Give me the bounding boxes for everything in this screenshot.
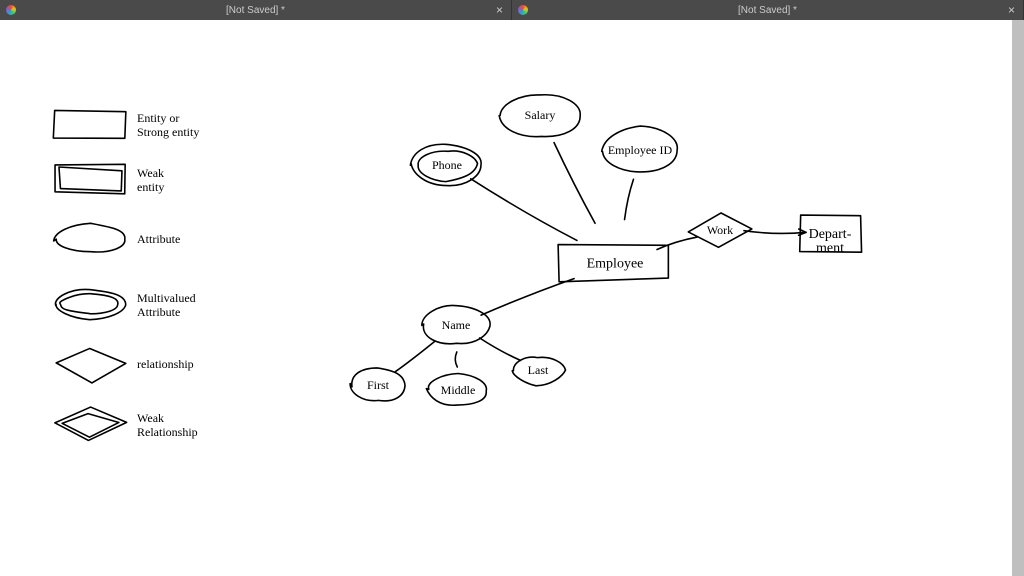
svg-text:Weak: Weak xyxy=(137,411,164,425)
svg-text:Attribute: Attribute xyxy=(137,305,180,319)
svg-text:Weak: Weak xyxy=(137,166,164,180)
app-icon xyxy=(6,5,16,15)
drawing-canvas-panel[interactable]: Entity orStrong entityWeakentityAttribut… xyxy=(0,20,1012,576)
svg-text:Work: Work xyxy=(707,223,733,237)
drawing-canvas[interactable]: Entity orStrong entityWeakentityAttribut… xyxy=(0,20,1012,576)
svg-text:Name: Name xyxy=(442,318,471,332)
tab-bar: [Not Saved] * × [Not Saved] * × xyxy=(0,0,1024,20)
svg-text:Entity or: Entity or xyxy=(137,111,179,125)
tab-title: [Not Saved] * xyxy=(226,5,285,16)
app-icon xyxy=(518,5,528,15)
secondary-panel xyxy=(1012,20,1024,576)
svg-text:ment: ment xyxy=(816,241,844,256)
svg-text:Employee: Employee xyxy=(587,257,644,272)
svg-text:Phone: Phone xyxy=(432,158,462,172)
close-icon[interactable]: × xyxy=(496,3,503,17)
svg-text:entity: entity xyxy=(137,180,164,194)
svg-text:First: First xyxy=(367,378,390,392)
svg-text:Salary: Salary xyxy=(525,108,556,122)
svg-text:Employee ID: Employee ID xyxy=(608,143,673,157)
close-icon[interactable]: × xyxy=(1008,3,1015,17)
svg-text:relationship: relationship xyxy=(137,357,194,371)
tab-1[interactable]: [Not Saved] * × xyxy=(0,0,512,20)
workspace: Entity orStrong entityWeakentityAttribut… xyxy=(0,20,1024,576)
tab-2[interactable]: [Not Saved] * × xyxy=(512,0,1024,20)
tab-title: [Not Saved] * xyxy=(738,5,797,16)
svg-text:Attribute: Attribute xyxy=(137,232,180,246)
svg-text:Relationship: Relationship xyxy=(137,425,198,439)
svg-text:Middle: Middle xyxy=(441,383,476,397)
svg-text:Strong entity: Strong entity xyxy=(137,125,199,139)
svg-text:Depart-: Depart- xyxy=(809,227,852,242)
svg-text:Multivalued: Multivalued xyxy=(137,291,196,305)
svg-text:Last: Last xyxy=(528,363,549,377)
